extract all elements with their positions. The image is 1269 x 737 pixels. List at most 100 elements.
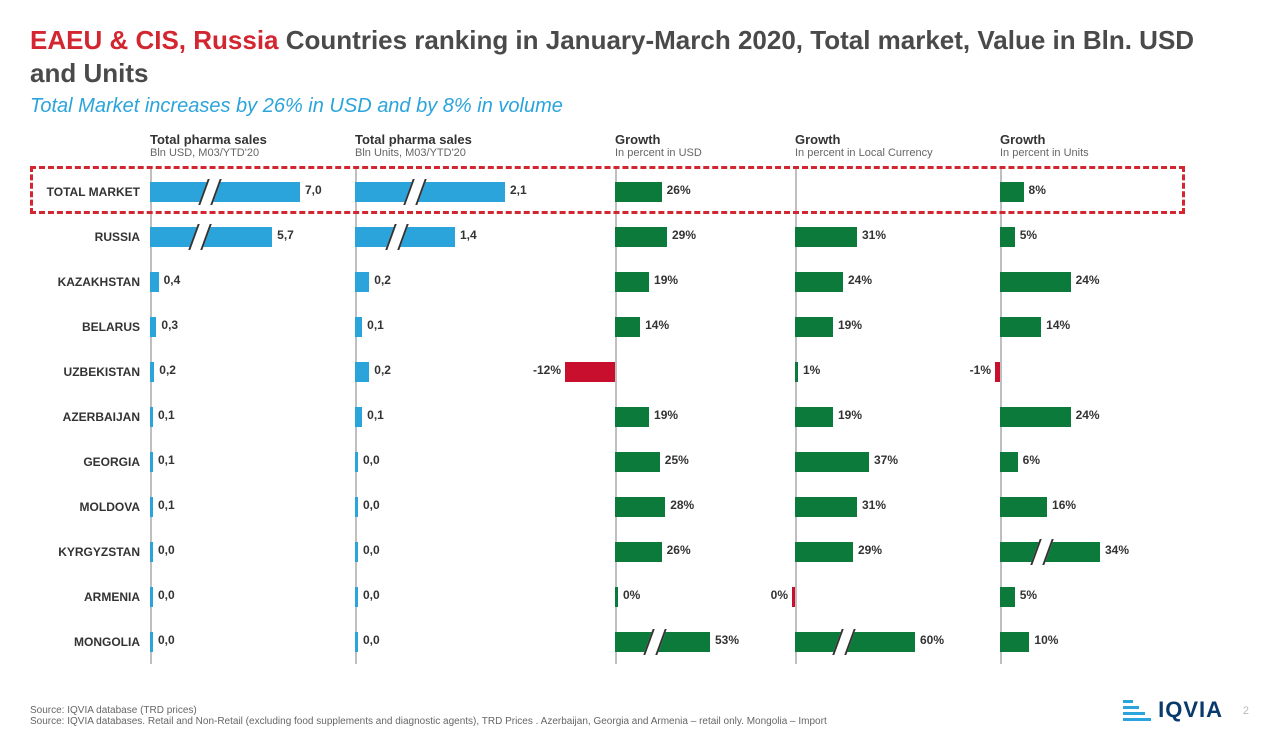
- row-label: MOLDOVA: [30, 500, 150, 514]
- bar: [355, 227, 455, 247]
- bar-value-label: 0,1: [158, 453, 175, 467]
- bar-value-label: 0,1: [367, 318, 384, 332]
- iqvia-logo: IQVIA: [1123, 697, 1223, 723]
- chart-cell: 24%: [970, 259, 1155, 304]
- bar-value-label: 2,1: [510, 183, 527, 197]
- bar: [795, 632, 915, 652]
- bar: [995, 362, 1000, 382]
- data-row: KAZAKHSTAN0,40,219%24%24%: [30, 259, 1239, 304]
- bar-value-label: 10%: [1034, 633, 1058, 647]
- bar-value-label: 60%: [920, 633, 944, 647]
- bar: [615, 182, 662, 202]
- chart-rows: TOTAL MARKET7,02,126%8%RUSSIA5,71,429%31…: [30, 169, 1239, 664]
- bar-value-label: 0,0: [363, 588, 380, 602]
- chart-cell: 60%: [765, 619, 970, 664]
- row-label: RUSSIA: [30, 230, 150, 244]
- chart-cell: -12%: [560, 349, 765, 394]
- bar-value-label: 0,0: [363, 543, 380, 557]
- bar: [355, 362, 369, 382]
- bar-value-label: 34%: [1105, 543, 1129, 557]
- bar-value-label: 0,0: [363, 498, 380, 512]
- chart-cell: 25%: [560, 439, 765, 484]
- footer-line1: Source: IQVIA database (TRD prices): [30, 705, 1239, 716]
- bar-value-label: 19%: [654, 408, 678, 422]
- column-header-2: GrowthIn percent in USD: [560, 132, 765, 159]
- chart-cell: 0,0: [150, 619, 355, 664]
- row-label: KYRGYZSTAN: [30, 545, 150, 559]
- page-number: 2: [1243, 705, 1249, 717]
- chart-cell: 53%: [560, 619, 765, 664]
- bar-value-label: 6%: [1023, 453, 1040, 467]
- bar: [615, 587, 618, 607]
- bar-value-label: 24%: [1076, 408, 1100, 422]
- bar-value-label: 25%: [665, 453, 689, 467]
- bar: [150, 227, 272, 247]
- chart-cell: 19%: [560, 394, 765, 439]
- bar-value-label: 5,7: [277, 228, 294, 242]
- bar-value-label: 0,4: [164, 273, 181, 287]
- slide-title: EAEU & CIS, Russia Countries ranking in …: [30, 24, 1239, 89]
- bar-value-label: 5%: [1020, 588, 1037, 602]
- title-mid: Countries ranking in: [279, 25, 546, 55]
- row-label: AZERBAIJAN: [30, 410, 150, 424]
- bar-value-label: 14%: [645, 318, 669, 332]
- bar: [615, 407, 649, 427]
- chart-cell: [765, 169, 970, 214]
- bar: [615, 317, 640, 337]
- bar-value-label: 31%: [862, 498, 886, 512]
- bar: [792, 587, 795, 607]
- bar-value-label: -1%: [970, 363, 991, 377]
- bar-value-label: 0,0: [363, 633, 380, 647]
- chart-cell: 26%: [560, 169, 765, 214]
- data-row: BELARUS0,30,114%19%14%: [30, 304, 1239, 349]
- bar: [150, 362, 154, 382]
- column-header-4: GrowthIn percent in Units: [970, 132, 1155, 159]
- column-header-1: Total pharma salesBln Units, M03/YTD'20: [355, 132, 560, 159]
- data-row: MOLDOVA0,10,028%31%16%: [30, 484, 1239, 529]
- bar-value-label: 0%: [771, 588, 788, 602]
- bar: [150, 182, 300, 202]
- bar-value-label: 0,2: [159, 363, 176, 377]
- bar: [1000, 497, 1047, 517]
- axis-break-icon: [403, 179, 426, 205]
- chart-cell: 8%: [970, 169, 1155, 214]
- title-red: EAEU & CIS, Russia: [30, 25, 279, 55]
- bar: [150, 632, 153, 652]
- chart-cell: 31%: [765, 484, 970, 529]
- chart-cell: 0,0: [355, 574, 560, 619]
- data-row: KYRGYZSTAN0,00,026%29%34%: [30, 529, 1239, 574]
- data-row: RUSSIA5,71,429%31%5%: [30, 214, 1239, 259]
- axis-break-icon: [198, 179, 221, 205]
- bar-value-label: -12%: [533, 363, 561, 377]
- chart-cell: 24%: [970, 394, 1155, 439]
- chart-cell: 6%: [970, 439, 1155, 484]
- bar: [355, 497, 358, 517]
- bar-value-label: 0,2: [374, 273, 391, 287]
- logo-text: IQVIA: [1158, 697, 1223, 723]
- bar: [355, 317, 362, 337]
- column-headers: Total pharma salesBln USD, M03/YTD'20Tot…: [30, 132, 1239, 159]
- chart-cell: 29%: [765, 529, 970, 574]
- row-label: BELARUS: [30, 320, 150, 334]
- bar: [615, 227, 667, 247]
- chart-cell: 5,7: [150, 214, 355, 259]
- bar-value-label: 31%: [862, 228, 886, 242]
- bar: [795, 452, 869, 472]
- bar-value-label: 0,1: [158, 408, 175, 422]
- chart-cell: 28%: [560, 484, 765, 529]
- bar: [1000, 317, 1041, 337]
- bar-value-label: 26%: [667, 183, 691, 197]
- chart-cell: 19%: [765, 304, 970, 349]
- bar-value-label: 19%: [838, 408, 862, 422]
- chart-cell: 14%: [560, 304, 765, 349]
- bar-value-label: 28%: [670, 498, 694, 512]
- bar-value-label: 29%: [858, 543, 882, 557]
- bar: [795, 227, 857, 247]
- bar: [1000, 407, 1071, 427]
- chart-cell: 16%: [970, 484, 1155, 529]
- data-row: MONGOLIA0,00,053%60%10%: [30, 619, 1239, 664]
- bar: [150, 317, 156, 337]
- title-period: January-March 2020: [546, 25, 796, 55]
- chart-cell: 5%: [970, 214, 1155, 259]
- data-row: ARMENIA0,00,00%0%5%: [30, 574, 1239, 619]
